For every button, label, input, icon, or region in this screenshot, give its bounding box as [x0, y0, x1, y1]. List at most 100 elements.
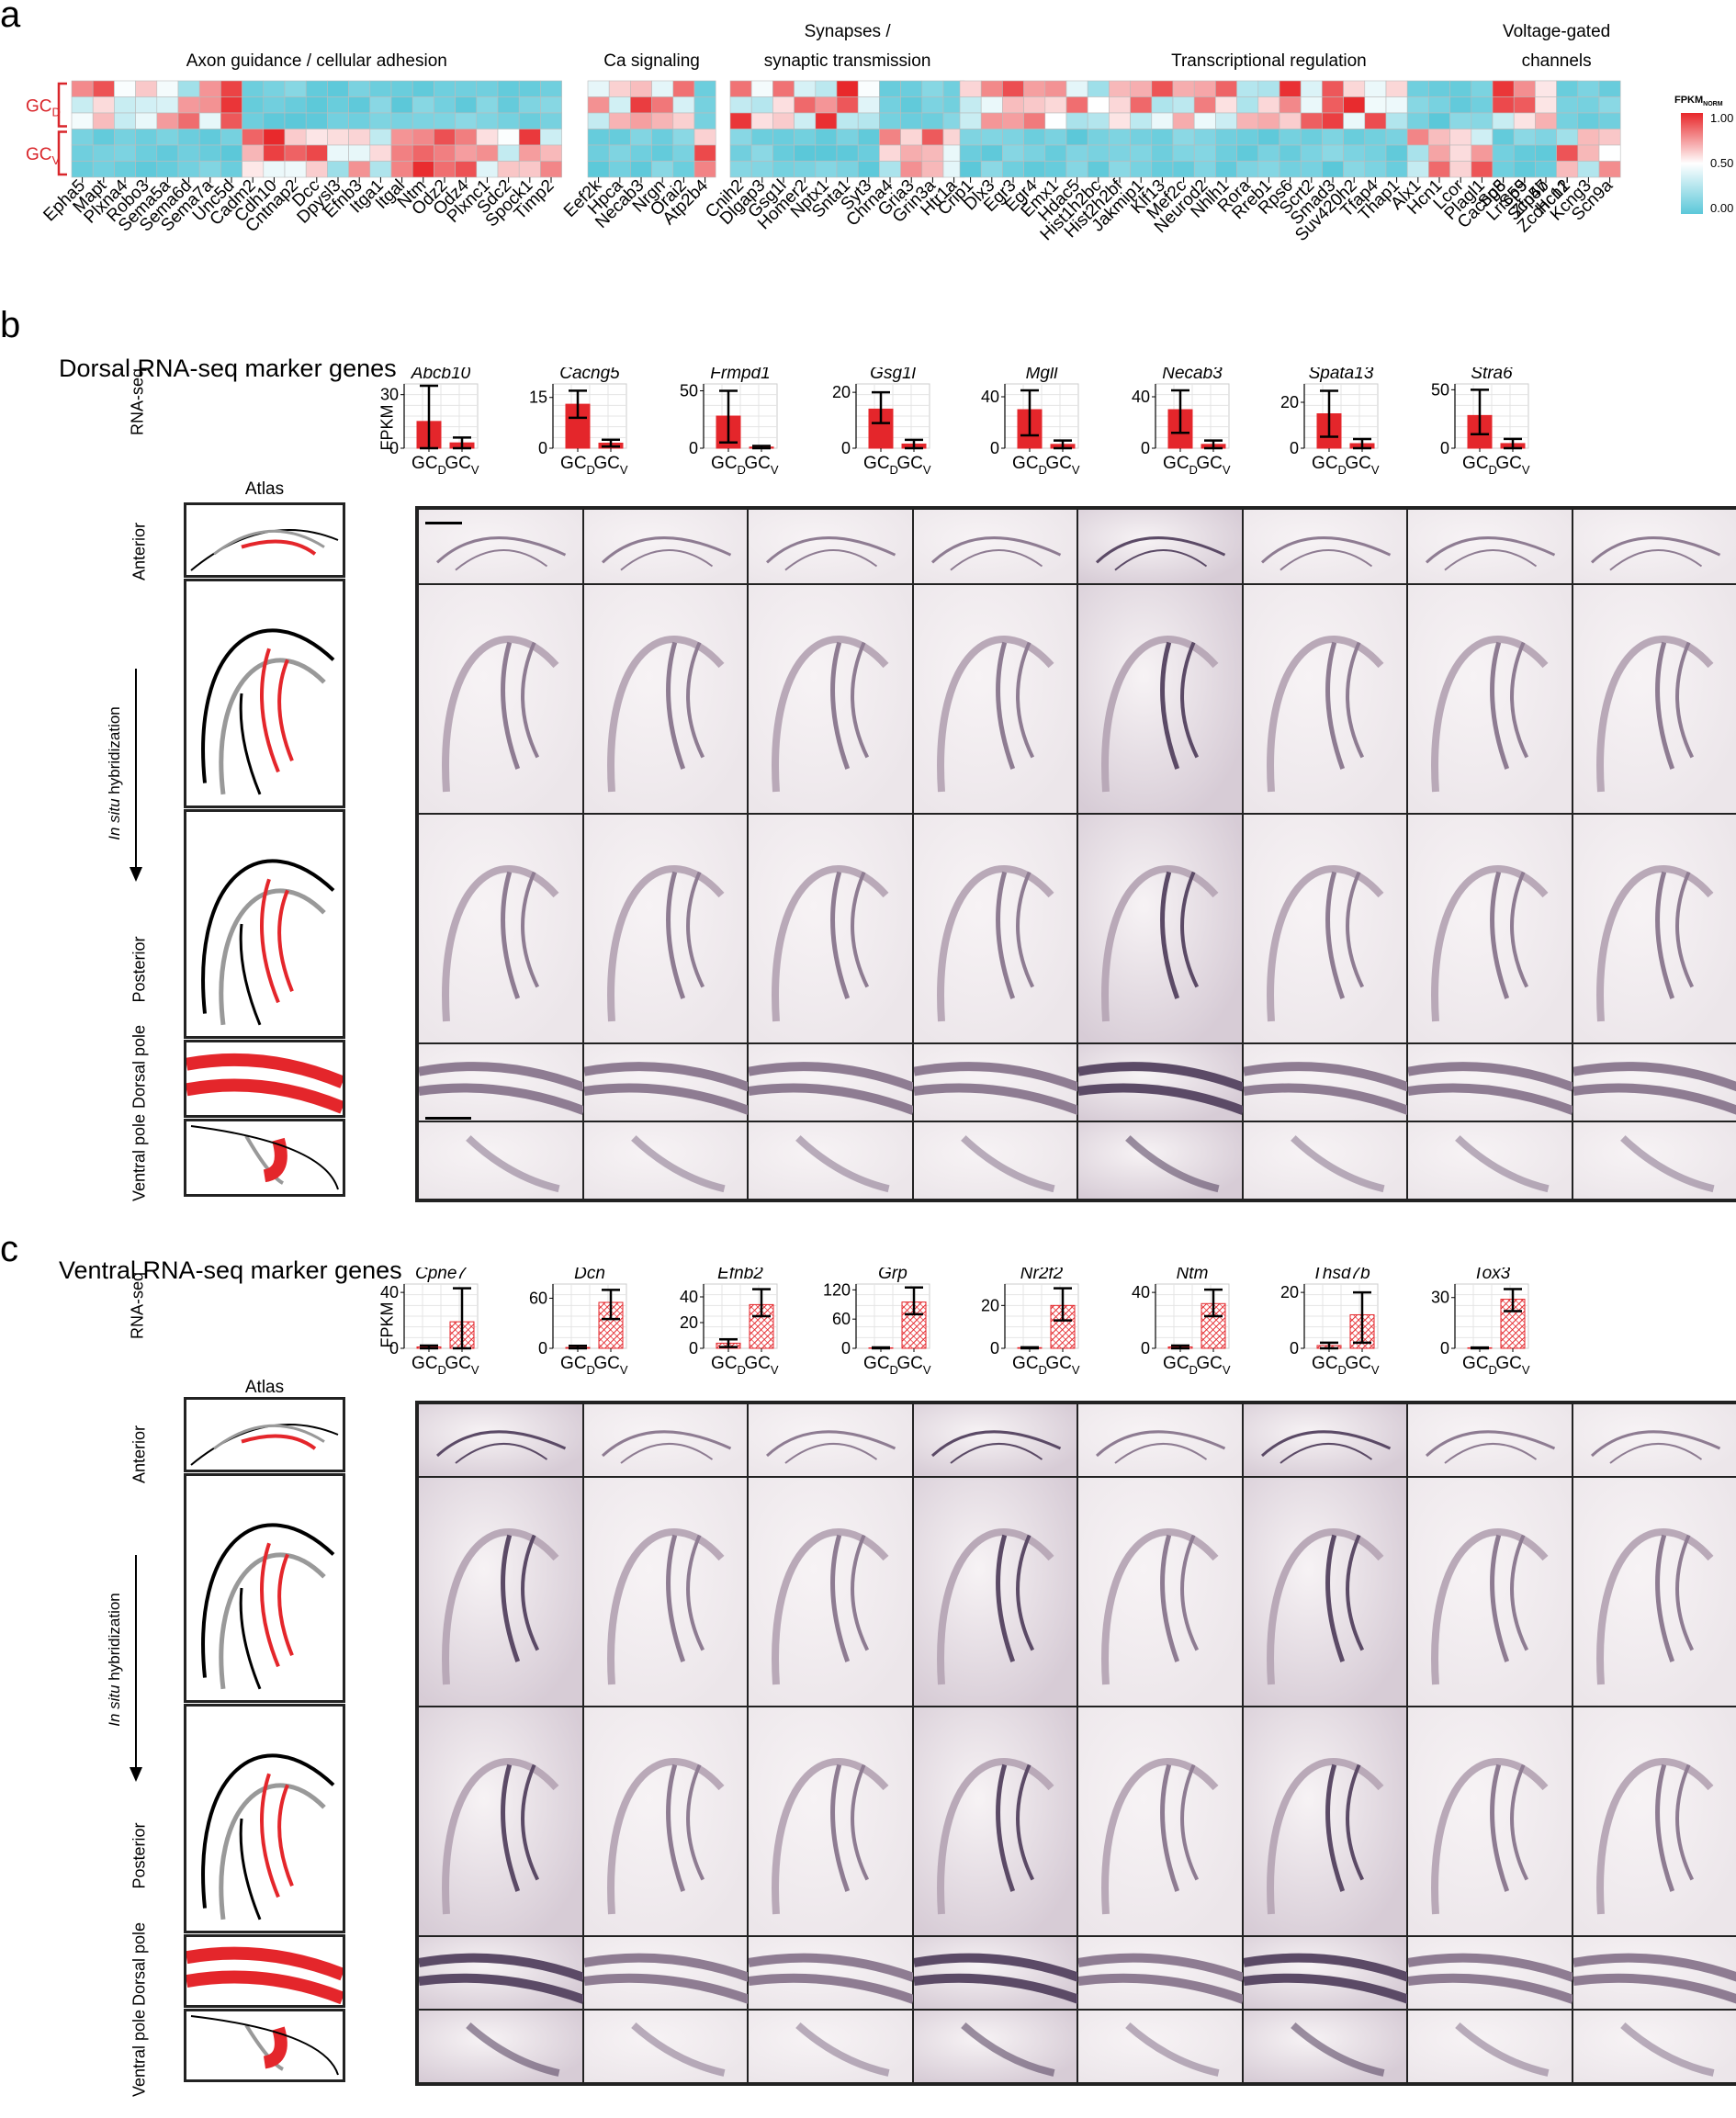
ish-section-drawing: [914, 1122, 1079, 1200]
heatmap-cell: [1599, 113, 1620, 130]
legend-tick: 0.00: [1710, 201, 1733, 215]
heatmap-cell: [795, 113, 816, 130]
c-row-ventral-pole: Ventral pole: [130, 1989, 150, 2118]
bar-y-tick-label: 50: [1431, 380, 1449, 399]
heatmap-cell: [1514, 97, 1535, 114]
heatmap-cell: [1535, 145, 1556, 162]
bar-chart-title: Ntm: [1177, 1267, 1209, 1283]
ish-image-cell: [418, 1121, 583, 1200]
heatmap-cell: [220, 130, 242, 146]
ish-section-drawing: [914, 510, 1079, 585]
heatmap-cell: [922, 97, 943, 114]
ish-section-drawing: [1408, 1937, 1573, 2011]
heatmap-cell: [370, 130, 391, 146]
ish-image-cell: [1407, 814, 1573, 1043]
ish-image-cell: [1243, 814, 1408, 1043]
legend-tick: 0.50: [1710, 156, 1733, 170]
heatmap-cell: [1002, 130, 1023, 146]
heatmap-cell: [178, 113, 199, 130]
heatmap-cell: [498, 162, 519, 178]
heatmap-cell: [1237, 81, 1258, 97]
heatmap-cell: [1450, 130, 1471, 146]
heatmap-cell: [1493, 162, 1514, 178]
ish-section-drawing: [584, 2011, 750, 2084]
heatmap-cell: [673, 145, 694, 162]
ish-image-cell: [583, 1403, 749, 1477]
heatmap-cell: [1279, 145, 1301, 162]
ish-section-drawing: [419, 1044, 584, 1122]
bar-y-tick-label: 30: [1431, 1289, 1449, 1307]
heatmap-cell: [178, 97, 199, 114]
heatmap-cell: [588, 113, 609, 130]
heatmap-cell: [412, 81, 434, 97]
ish-image-cell: [748, 1707, 913, 1936]
ish-section-drawing: [749, 1707, 914, 1937]
heatmap-cell: [540, 97, 561, 114]
heatmap-cell: [242, 145, 264, 162]
ish-section-drawing: [419, 1478, 584, 1707]
heatmap-cell: [652, 97, 673, 114]
heatmap-cell: [1152, 81, 1173, 97]
heatmap-cell: [370, 162, 391, 178]
ish-section-drawing: [419, 1404, 584, 1478]
heatmap-cell: [391, 97, 412, 114]
heatmap-cell: [1002, 162, 1023, 178]
ish-image-cell: [1077, 1043, 1243, 1121]
heatmap-cell: [1279, 97, 1301, 114]
ish-section-drawing: [419, 2011, 584, 2084]
heatmap-cell: [1450, 145, 1471, 162]
bar-y-tick-label: 15: [529, 389, 547, 407]
heatmap-cell: [960, 145, 981, 162]
heatmap-cell: [1450, 113, 1471, 130]
heatmap-cell: [1109, 145, 1130, 162]
ish-section-drawing: [1408, 1044, 1573, 1122]
ish-image-cell: [1573, 1707, 1736, 1936]
ish-image-cell: [913, 1707, 1078, 1936]
heatmap-cell: [837, 81, 858, 97]
heatmap-cell: [795, 162, 816, 178]
heatmap-cell: [434, 130, 455, 146]
heatmap-cell: [901, 97, 922, 114]
heatmap-cell: [816, 113, 837, 130]
ish-image-cell: [913, 2010, 1078, 2083]
ish-image-cell: [1407, 1403, 1573, 1477]
heatmap-cell: [434, 162, 455, 178]
atlas-svg: [186, 581, 343, 806]
heatmap-cell: [1386, 162, 1407, 178]
ish-image-cell: [1407, 1707, 1573, 1936]
heatmap-cell: [694, 113, 716, 130]
ish-image-cell: [418, 509, 583, 584]
ish-image-cell: [1077, 584, 1243, 814]
bar-y-tick-label: 120: [823, 1280, 851, 1299]
heatmap-cell: [1386, 113, 1407, 130]
heatmap-cell: [114, 145, 135, 162]
ish-image-cell: [748, 509, 913, 584]
heatmap-cell: [1279, 162, 1301, 178]
heatmap-cell: [498, 130, 519, 146]
heatmap-cell: [391, 81, 412, 97]
heatmap-cell: [285, 113, 306, 130]
atlas-drawing: [184, 579, 345, 808]
heatmap-cell: [1002, 97, 1023, 114]
heatmap-cell: [772, 162, 794, 178]
ish-image-cell: [1077, 1477, 1243, 1707]
heatmap-cell: [1471, 113, 1493, 130]
ish-section-drawing: [1573, 815, 1736, 1044]
heatmap-cell: [199, 130, 220, 146]
bar-chart-title: Frmpd1: [710, 367, 770, 383]
ish-section-drawing: [584, 815, 750, 1044]
heatmap-cell: [540, 81, 561, 97]
heatmap-cell: [879, 145, 900, 162]
heatmap-cell: [816, 97, 837, 114]
bar-chart-title: Spata13: [1309, 367, 1374, 383]
heatmap-cell: [1173, 97, 1194, 114]
heatmap-cell: [630, 97, 651, 114]
bar-chart-title: Cacng5: [559, 367, 620, 383]
heatmap-cell: [1002, 145, 1023, 162]
heatmap-cell: [1045, 162, 1066, 178]
heatmap-cell: [1493, 130, 1514, 146]
ish-section-drawing: [914, 1707, 1079, 1937]
